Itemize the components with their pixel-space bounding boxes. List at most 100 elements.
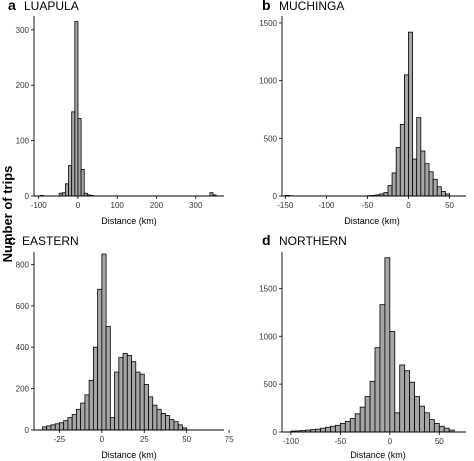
panel-c-bar [118, 357, 124, 431]
panel-d-bar [399, 364, 406, 433]
panel-c-bar [109, 417, 115, 431]
panel-d-bar [325, 426, 331, 433]
panel-d-x-tick-label: 50 [435, 437, 444, 446]
panel-d-bar [359, 406, 366, 433]
panel-d-y-tick-label: 500 [264, 380, 278, 389]
panel-c-bar [148, 396, 154, 431]
panel-d-bar [433, 422, 440, 433]
panel-b-bar [420, 150, 426, 197]
panel-a-x-axis-title: Distance (km) [101, 216, 157, 226]
panel-d-bar [394, 412, 401, 433]
panel-d-bar [438, 425, 445, 433]
panel-d-bar [344, 421, 351, 433]
panel-c-bar [126, 355, 132, 431]
panel-b-bar [408, 31, 414, 197]
panel-c-y-tick-label: 400 [16, 343, 30, 352]
panel-d-letter: d [262, 232, 271, 248]
panel-b-bar [399, 124, 405, 197]
panel-d-bar [354, 413, 361, 433]
panel-c-bar [169, 419, 175, 431]
panel-b-x-axis-title: Distance (km) [344, 216, 400, 226]
panel-c-plot: 0 200 400 600 800 -25 0 25 50 75 [16, 252, 234, 444]
panel-c-bar [42, 426, 48, 431]
panel-b-bar [432, 178, 438, 197]
panel-b-x-tick-label: -150 [277, 201, 294, 210]
panel-d-bar [404, 370, 411, 433]
panel-c-bar [156, 408, 162, 431]
panel-d-title: NORTHERN [279, 234, 347, 248]
panel-c-y-tick-label: 600 [16, 302, 30, 311]
panel-d-y-tick-label: 1500 [259, 284, 277, 293]
panel-c-x-tick-label: -25 [54, 435, 66, 444]
panel-d-bar [349, 418, 356, 433]
panel-a-y-tick-label: 0 [25, 192, 30, 201]
panel-b-bar [391, 172, 397, 197]
panel-c-bar [92, 346, 99, 431]
panel-b-bar [428, 171, 434, 197]
panel-b-bar [395, 147, 401, 197]
panel-d-x-tick-label: -100 [283, 437, 300, 446]
panel-b-bar [436, 186, 442, 197]
panel-d-plot: 0 500 1000 1500 -100 -50 0 50 [259, 252, 466, 446]
panel-c-bar [105, 326, 111, 431]
panel-a-letter: a [8, 0, 16, 13]
panel-a-bar [71, 111, 76, 197]
panel-d-bar [330, 425, 336, 433]
global-y-axis-label: Number of trips [0, 166, 15, 263]
panel-d-bar [419, 405, 425, 433]
panel-c-y-tick-label: 800 [16, 260, 30, 269]
panel-a-bar [68, 165, 73, 197]
panel-d-bar [384, 257, 391, 433]
panel-d-x-tick-label: -50 [335, 437, 347, 446]
panel-a-y-tick-label: 200 [16, 81, 30, 90]
panel-c-bar [76, 408, 82, 431]
panel-b-x-tick-label: 50 [445, 201, 454, 210]
panel-d-bar [409, 381, 415, 433]
panel-c-x-tick-label: 0 [100, 435, 105, 444]
panel-c-bar [135, 371, 141, 431]
panel-c-bar [122, 353, 128, 431]
panel-d-y-tick-label: 1000 [259, 332, 277, 341]
panel-c-y-tick-label: 200 [16, 385, 30, 394]
panel-b-x-tick-label: 0 [406, 201, 411, 210]
panel-b-plot: 0 500 1000 1500 -150 -100 -50 0 50 [259, 16, 466, 210]
panel-b-letter: b [262, 0, 271, 13]
panel-a-bar [80, 169, 85, 197]
panel-a-bar [209, 192, 214, 197]
panel-d-bar [374, 347, 381, 433]
panel-a-x-tick-label: 0 [76, 201, 81, 210]
panel-c-bar [84, 394, 90, 431]
panel-d-bar [424, 412, 430, 433]
panel-d-bar [364, 396, 371, 433]
panel-b-y-tick-label: 0 [273, 192, 278, 201]
panel-c-bar [165, 415, 171, 431]
panel-c-bar [50, 424, 56, 431]
panel-a-x-tick-label: -100 [31, 201, 48, 210]
panel-b-y-tick-label: 1000 [259, 77, 277, 86]
panel-c-bar [67, 417, 73, 431]
panel-b-bar [403, 74, 409, 197]
panel-b-bar [440, 190, 446, 197]
panel-c-letter: c [8, 232, 16, 248]
panel-b-y-tick-label: 500 [264, 134, 278, 143]
panel-b-bar [412, 158, 418, 197]
panel-b-y-tick-label: 1500 [259, 19, 277, 28]
panel-c-title: EASTERN [22, 234, 79, 248]
panel-c-bar [97, 288, 103, 431]
panel-d-x-axis-title: Distance (km) [350, 450, 406, 460]
panel-d: d NORTHERN 0 500 1000 1500 -100 -50 0 50 Distan… [259, 232, 466, 460]
panel-c-bar [63, 420, 69, 431]
panel-c-bar [54, 423, 60, 431]
panel-c-y-tick-label: 0 [25, 426, 30, 435]
panel-c-x-axis-title: Distance (km) [101, 450, 157, 460]
panel-a-y-tick-label: 100 [16, 137, 30, 146]
panel-b-bar [383, 192, 389, 197]
panel-c-bar [71, 414, 77, 431]
panel-b-bar [387, 185, 393, 197]
panel-d-bar [335, 424, 341, 433]
panel-c-bar [46, 425, 52, 431]
panel-c-x-tick-label: 25 [140, 435, 149, 444]
panel-b-title: MUCHINGA [279, 0, 344, 13]
